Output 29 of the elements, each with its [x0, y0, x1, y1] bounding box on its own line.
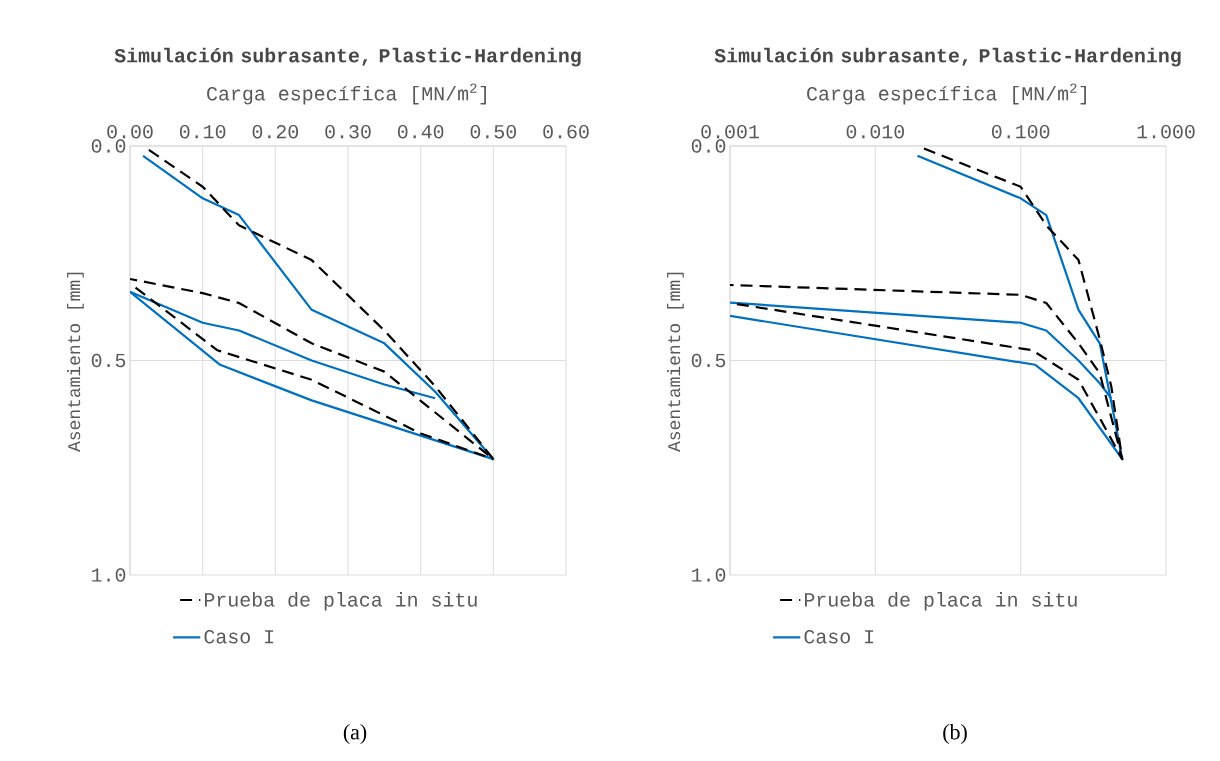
x-axis-title: Carga específica [MN/m$^{2}$] [807, 83, 1086, 105]
x-tick-label: 0.00 [107, 124, 153, 139]
chart-title: Simulación subrasante, Plastic-Hardening [114, 47, 581, 67]
legend-label: Prueba de placa in situ [804, 592, 1077, 611]
legend-label: Caso I [804, 629, 874, 644]
x-tick-label: 0.20 [252, 124, 299, 139]
legend-label: Prueba de placa in situ [204, 592, 477, 611]
text: (a) [343, 724, 367, 744]
x-tick-label: 0.40 [397, 124, 444, 139]
x-tick-label: 0.60 [543, 124, 589, 139]
legend-label: Caso I [204, 629, 274, 644]
y-tick-label: 1.0 [692, 568, 726, 582]
y-axis-title: Asentamiento [mm] [67, 272, 84, 452]
y-tick-label: 0.5 [691, 353, 726, 368]
x-tick-label: 0.30 [325, 124, 371, 139]
y-axis-title: Asentamiento [mm] [667, 272, 684, 452]
x-tick-label: 0.010 [846, 124, 904, 139]
x-tick-label: 1.000 [1137, 124, 1195, 139]
chart-title: Simulación subrasante, Plastic-Hardening [714, 47, 1181, 67]
y-tick-label: 0.0 [91, 139, 126, 153]
y-tick-label: 0.5 [91, 353, 126, 368]
y-tick-label: 1.0 [92, 568, 126, 582]
x-tick-label: 0.50 [470, 124, 517, 139]
x-tick-label: 0.10 [179, 124, 226, 139]
x-tick-label: 0.001 [701, 124, 759, 139]
x-axis-title: Carga específica [MN/m$^{2}$] [207, 83, 486, 105]
text: (b) [943, 724, 967, 744]
x-tick-label: 0.100 [991, 124, 1050, 139]
y-tick-label: 0.0 [691, 139, 726, 153]
